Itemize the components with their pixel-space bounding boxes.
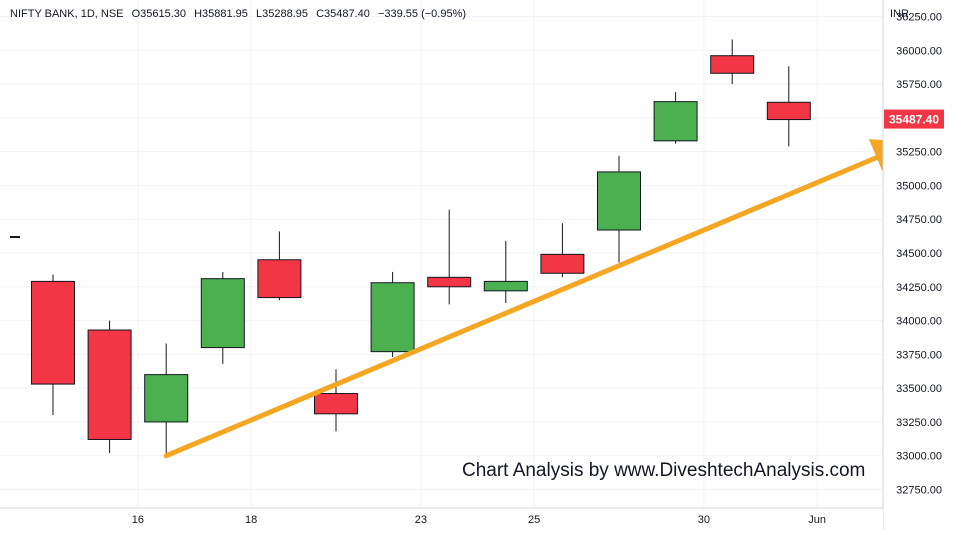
time-tick-label: 18 <box>245 514 257 526</box>
price-tick-label: 33500.00 <box>896 383 942 395</box>
candle <box>31 274 75 416</box>
candle <box>597 155 641 263</box>
candle <box>653 92 698 144</box>
price-scale-background[interactable] <box>883 0 962 530</box>
candle <box>314 369 358 432</box>
open-label: O <box>132 8 141 20</box>
low-label: L <box>256 8 262 20</box>
candle-body <box>710 55 755 74</box>
price-tick-label: 36000.00 <box>896 45 942 57</box>
price-tick-label: 34750.00 <box>896 214 942 226</box>
last-price-label: 35487.40 <box>889 113 939 127</box>
candle-body <box>200 278 245 349</box>
price-tick-label: 35000.00 <box>896 180 942 192</box>
last-price-badge: 35487.40 <box>884 109 944 129</box>
price-tick-label: 34000.00 <box>896 316 942 328</box>
close-label: C <box>316 8 324 20</box>
price-scale-labels: 32750.00 33000.00 33250.00 33500.00 33750.00… <box>896 12 942 497</box>
low-value: 35288.95 <box>262 8 308 20</box>
candle <box>87 320 132 453</box>
high-label: H <box>194 8 202 20</box>
candle-body <box>766 101 811 121</box>
currency-label: INR <box>890 8 909 20</box>
candle <box>710 39 755 85</box>
candle-body <box>144 374 189 423</box>
candle-body <box>653 101 698 142</box>
grid-lines <box>0 0 883 508</box>
trend-arrow[interactable] <box>163 139 914 459</box>
price-tick-label: 34250.00 <box>896 282 942 294</box>
candle-body <box>540 253 585 274</box>
change-value: −339.55 (−0.95%) <box>378 8 466 20</box>
time-tick-label: 23 <box>415 514 427 526</box>
price-tick-label: 36250.00 <box>896 12 942 24</box>
price-tick-label: 34500.00 <box>896 248 942 260</box>
time-tick-label: 16 <box>132 514 144 526</box>
close-value: 35487.40 <box>324 8 370 20</box>
candle-body <box>87 329 132 440</box>
price-tick-label: 35250.00 <box>896 147 942 159</box>
symbol-label: NIFTY BANK, 1D, NSE <box>10 8 124 20</box>
candle-body <box>370 282 415 353</box>
time-tick-label: Jun <box>808 514 826 526</box>
candles <box>31 39 811 453</box>
candle <box>200 271 245 364</box>
candle-body <box>31 280 75 385</box>
candle-body <box>597 171 641 231</box>
open-value: 35615.30 <box>140 8 186 20</box>
candle <box>144 343 189 453</box>
time-tick-label: 30 <box>698 514 710 526</box>
ohlc-legend: NIFTY BANK, 1D, NSE O35615.30 H35881.95 … <box>10 8 466 20</box>
svg-text:NIFTY BANK, 1D, NSE O3: NIFTY BANK, 1D, NSE O35615.30 H35881.95 … <box>10 8 466 20</box>
candle-body <box>427 276 472 288</box>
high-value: 35881.95 <box>202 8 248 20</box>
time-scale-background[interactable] <box>0 508 883 530</box>
price-tick-label: 33000.00 <box>896 451 942 463</box>
price-tick-label: 35750.00 <box>896 79 942 91</box>
candle <box>427 209 472 305</box>
candle-body <box>314 393 358 415</box>
watermark-text: Chart Analysis by www.DiveshtechAnalysis… <box>462 460 865 481</box>
price-tick-label: 32750.00 <box>896 484 942 496</box>
candle <box>483 240 528 303</box>
candle <box>766 66 811 147</box>
time-scale-labels: 16 18 23 25 30 Jun <box>132 514 826 526</box>
price-tick-label: 33250.00 <box>896 417 942 429</box>
price-tick-label: 33750.00 <box>896 349 942 361</box>
candle <box>540 223 585 278</box>
candle-body <box>257 259 302 299</box>
candle <box>257 231 302 301</box>
candle-body <box>483 280 528 292</box>
time-tick-label: 25 <box>528 514 540 526</box>
candle <box>370 271 415 358</box>
